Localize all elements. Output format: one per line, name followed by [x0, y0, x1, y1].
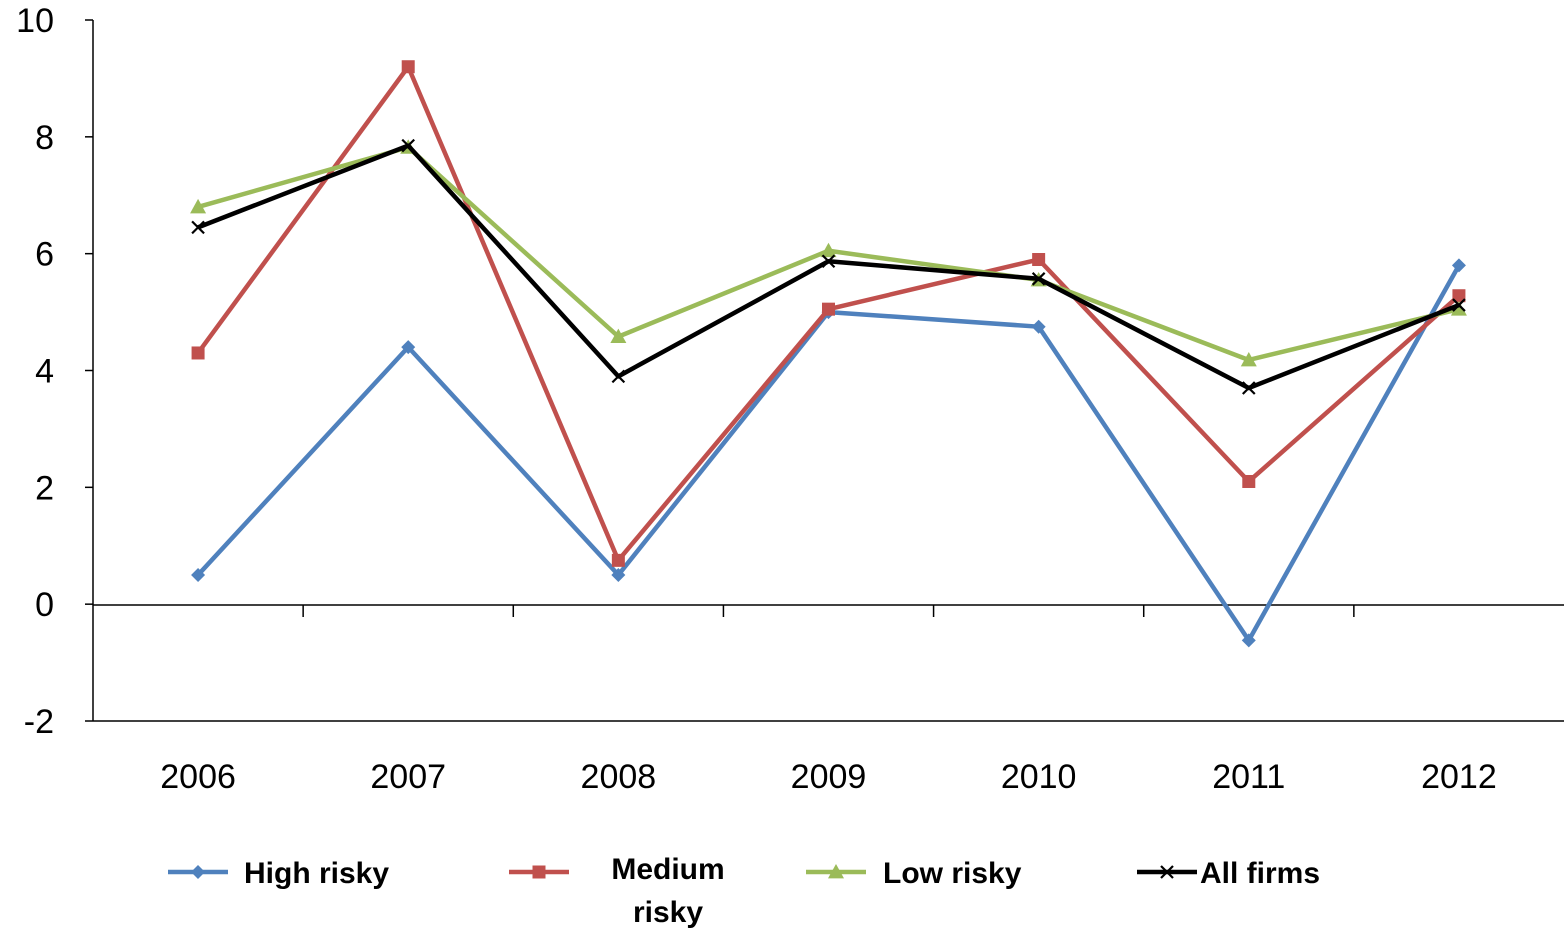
x-tick-label: 2011	[1212, 758, 1285, 796]
y-tick-label: 4	[35, 353, 54, 391]
data-point-medium-risky	[1242, 474, 1256, 488]
data-point-medium-risky	[1032, 253, 1046, 267]
series-line-high-risky	[196, 264, 1461, 643]
data-point-all-firms	[1242, 381, 1256, 395]
data-point-high-risky	[611, 567, 626, 582]
data-point-medium-risky	[401, 60, 415, 74]
series-low-risky	[190, 139, 1467, 367]
data-point-low-risky	[1450, 301, 1467, 316]
series-high-risky	[191, 258, 1466, 648]
data-point-all-firms	[611, 369, 626, 384]
y-tick-label: 0	[35, 586, 54, 624]
y-tick-label: 2	[35, 469, 54, 507]
data-point-low-risky	[190, 198, 207, 214]
axes	[92, 20, 1564, 722]
legend: High risky Medium risky Low risky All firms	[168, 853, 1320, 929]
y-tick-label: -2	[24, 703, 54, 741]
legend-item-high-risky: High risky	[168, 857, 389, 890]
data-point-all-firms	[1031, 272, 1046, 286]
data-point-medium-risky	[822, 302, 835, 316]
x-tick-label: 2007	[370, 758, 446, 796]
legend-marker	[1160, 865, 1174, 879]
data-point-high-risky	[1451, 258, 1466, 273]
y-tick-label: 8	[35, 119, 54, 157]
data-point-high-risky	[191, 567, 206, 582]
data-point-all-firms	[821, 254, 836, 269]
legend-item-medium-risky: Medium risky	[509, 853, 725, 929]
legend-label: High risky	[244, 857, 389, 890]
data-point-low-risky	[1240, 351, 1257, 367]
legend-marker	[191, 865, 205, 879]
legend-marker	[828, 864, 844, 879]
series-line-all-firms	[197, 143, 1460, 391]
data-point-all-firms	[401, 138, 415, 153]
x-tick-label: 2009	[791, 758, 867, 796]
legend-label: Low risky	[883, 857, 1022, 890]
legend-marker	[532, 865, 546, 879]
series-group	[190, 60, 1467, 648]
y-tick-label: 10	[16, 2, 54, 40]
x-tick-label: 2008	[581, 758, 657, 796]
series-medium-risky	[191, 60, 1466, 567]
x-axis-ticks: 2006 2007 2008 2009 2010 2011 2012	[160, 605, 1497, 796]
data-point-medium-risky	[1452, 289, 1466, 303]
data-point-high-risky	[1241, 633, 1256, 648]
data-point-high-risky	[401, 340, 416, 355]
x-tick-label: 2010	[1001, 758, 1077, 796]
x-tick-label: 2006	[160, 758, 236, 796]
legend-item-all-firms: All firms	[1137, 857, 1320, 890]
data-point-medium-risky	[611, 553, 625, 567]
legend-label: Medium risky	[611, 853, 724, 929]
series-all-firms	[191, 138, 1466, 395]
data-point-medium-risky	[191, 346, 205, 360]
legend-label: All firms	[1200, 857, 1320, 890]
data-point-low-risky	[610, 328, 627, 344]
data-point-low-risky	[820, 242, 837, 258]
data-point-all-firms	[1452, 298, 1466, 312]
data-point-all-firms	[191, 220, 205, 235]
legend-item-low-risky: Low risky	[806, 857, 1022, 890]
x-tick-label: 2012	[1421, 758, 1497, 796]
data-point-high-risky	[1031, 319, 1046, 334]
y-tick-label: 6	[35, 236, 54, 274]
y-axis-ticks: -2 0 2 4 6 8 10	[16, 2, 93, 741]
